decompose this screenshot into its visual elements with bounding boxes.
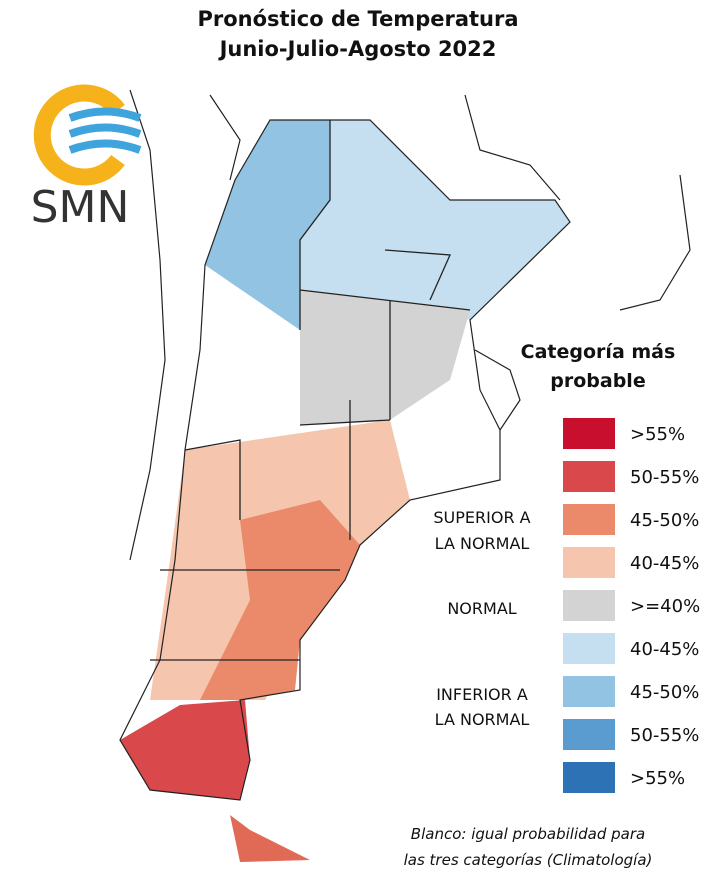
- legend-swatch: [563, 633, 615, 664]
- legend-group-label: SUPERIOR A: [433, 508, 530, 527]
- argentina-outline: [119, 119, 571, 801]
- legend-label: 50-55%: [630, 467, 699, 488]
- title-line: Pronóstico de Temperatura: [197, 7, 518, 31]
- region-climatology-ba: [390, 380, 500, 500]
- region-inferior-45-50: [205, 120, 330, 330]
- legend-group-label: NORMAL: [447, 599, 516, 618]
- footnote: Blanco: igual probabilidad para: [411, 825, 645, 843]
- legend-label: 45-50%: [630, 510, 699, 531]
- legend-swatch: [563, 504, 615, 535]
- map: [119, 119, 571, 862]
- legend-label: 45-50%: [630, 682, 699, 703]
- legend-group-label: INFERIOR A: [436, 685, 528, 704]
- region-normal: [300, 290, 470, 425]
- legend-label: 40-45%: [630, 639, 699, 660]
- legend-label: >55%: [630, 424, 685, 445]
- legend-title: Categoría más: [521, 341, 676, 363]
- province-borders: [150, 120, 471, 661]
- logo-text: SMN: [31, 182, 130, 233]
- legend-swatch: [563, 418, 615, 449]
- legend-swatch: [563, 719, 615, 750]
- legend-label: 50-55%: [630, 725, 699, 746]
- legend-swatch: [563, 762, 615, 793]
- legend-swatch: [563, 590, 615, 621]
- smn-logo: SMN: [31, 84, 142, 233]
- legend-title: probable: [550, 370, 645, 392]
- region-superior-45-50: [200, 500, 360, 700]
- neighbour-borders: [129, 89, 691, 561]
- legend-swatch: [563, 676, 615, 707]
- region-inferior-40-45: [300, 120, 570, 320]
- legend-label: >55%: [630, 768, 685, 789]
- legend: >55% 50-55% 45-50% 40-45% >=40% 40-45% 45-50% 5…: [433, 418, 700, 793]
- region-superior-50-55: [120, 700, 250, 800]
- legend-group-label: LA NORMAL: [435, 710, 530, 729]
- footnote: las tres categorías (Climatología): [404, 851, 653, 869]
- region-climatology: [185, 265, 300, 450]
- legend-label: 40-45%: [630, 553, 699, 574]
- title-line: Junio-Julio-Agosto 2022: [218, 37, 497, 61]
- legend-swatch: [563, 547, 615, 578]
- region-tierra-del-fuego: [230, 815, 310, 862]
- legend-group-label: LA NORMAL: [435, 534, 530, 553]
- legend-swatch: [563, 461, 615, 492]
- legend-label: >=40%: [630, 596, 700, 617]
